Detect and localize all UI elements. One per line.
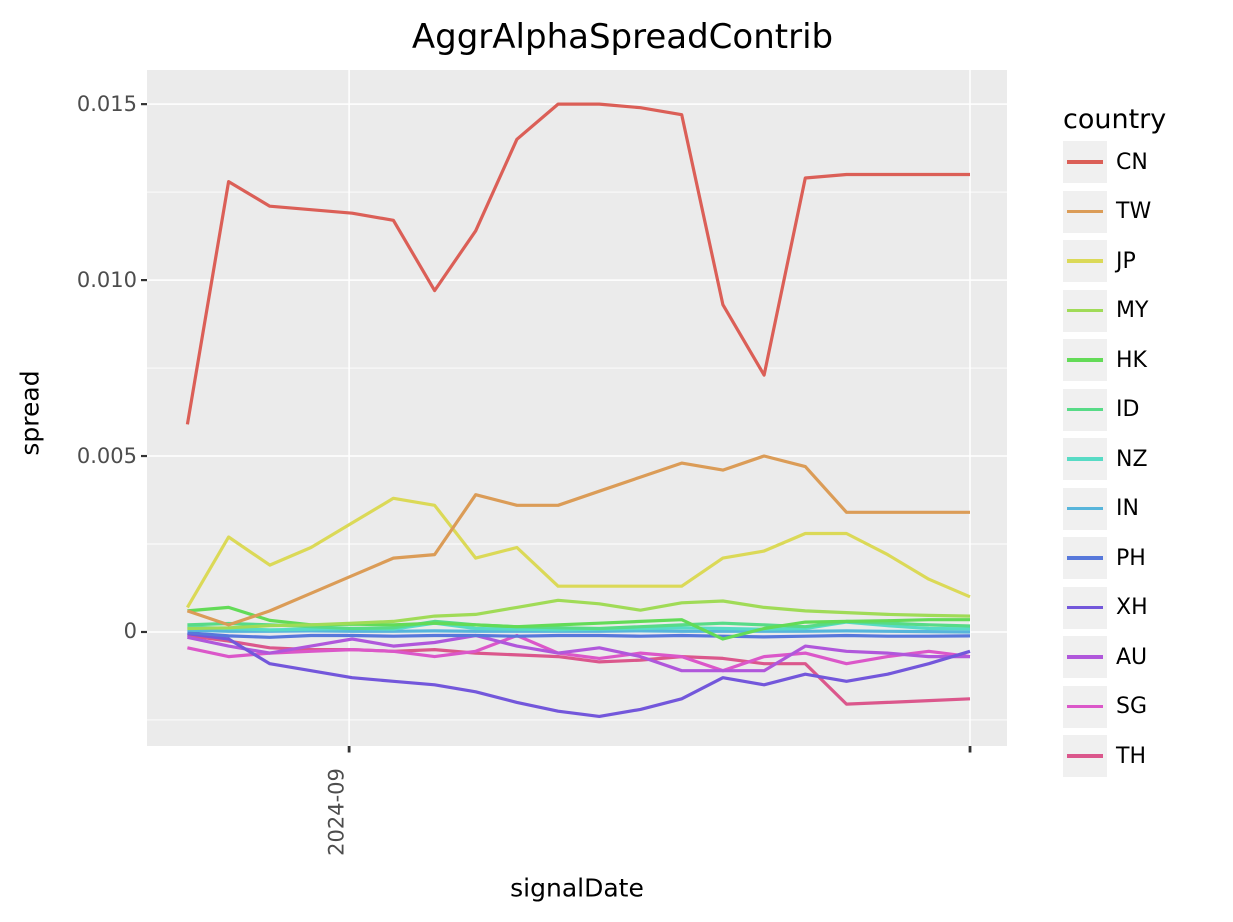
- series-line-CN: [185, 102, 970, 425]
- legend-key: [1063, 190, 1107, 233]
- legend-item-NZ: NZ: [1063, 438, 1166, 480]
- plot-panel: [147, 70, 1007, 746]
- y-tick-label: 0.010: [76, 267, 137, 292]
- legend-key: [1063, 240, 1107, 282]
- series-line-IN: [187, 628, 971, 634]
- series-line-JP: [186, 496, 971, 609]
- legend-label: AU: [1116, 644, 1148, 670]
- legend-label: MY: [1116, 298, 1149, 323]
- legend-swatch-JP: [1067, 259, 1103, 263]
- legend-item-JP: JP: [1063, 240, 1166, 282]
- legend-label: SG: [1116, 694, 1148, 719]
- series-line-XH: [187, 632, 971, 719]
- series-line-PH: [187, 631, 971, 639]
- legend-item-MY: MY: [1063, 289, 1166, 332]
- legend-item-IN: IN: [1063, 487, 1166, 530]
- legend-item-HK: HK: [1063, 339, 1166, 381]
- legend-swatch-TH: [1067, 754, 1103, 758]
- legend-key: [1063, 487, 1107, 530]
- legend-key: [1063, 636, 1107, 678]
- legend-swatch-PH: [1067, 556, 1103, 560]
- y-tick-label: 0.015: [76, 91, 137, 116]
- legend-key: [1063, 339, 1107, 381]
- legend-item-ID: ID: [1063, 388, 1166, 431]
- legend-swatch-HK: [1067, 358, 1103, 362]
- legend-label: IN: [1116, 496, 1139, 521]
- legend-key: [1063, 735, 1107, 777]
- legend-item-PH: PH: [1063, 537, 1166, 579]
- legend-title: country: [1063, 104, 1167, 135]
- legend-key: [1063, 388, 1107, 431]
- legend-label: NZ: [1116, 446, 1148, 472]
- legend-key: [1063, 537, 1107, 579]
- legend-label: JP: [1116, 248, 1136, 274]
- legend-swatch-TW: [1067, 209, 1103, 214]
- y-tick-label: 0: [123, 619, 137, 644]
- legend-item-SG: SG: [1063, 685, 1166, 728]
- legend-label: TW: [1116, 199, 1152, 224]
- legend-swatch-XH: [1067, 605, 1103, 610]
- series-line-MY: [187, 598, 971, 631]
- legend-key: [1063, 289, 1107, 332]
- legend-label: CN: [1116, 149, 1148, 175]
- legend-label: PH: [1116, 545, 1146, 571]
- legend-swatch-ID: [1067, 407, 1103, 412]
- series-line-SG: [187, 633, 971, 673]
- series-line-TW: [186, 454, 970, 627]
- legend-swatch-SG: [1067, 704, 1103, 709]
- y-axis-title: spread: [15, 370, 45, 456]
- series-line-AU: [187, 633, 970, 673]
- legend-label: TH: [1116, 743, 1146, 769]
- legend-swatch-IN: [1067, 506, 1103, 511]
- chart-title: AggrAlphaSpreadContrib: [411, 17, 834, 57]
- legend-key: [1063, 586, 1107, 629]
- legend-label: ID: [1116, 397, 1140, 422]
- legend-swatch-NZ: [1067, 457, 1103, 461]
- legend-item-CN: CN: [1063, 141, 1166, 183]
- legend-swatch-AU: [1067, 655, 1103, 659]
- legend-items: CN TW JP MY HK ID NZ IN PH XH AU SG TH: [1063, 141, 1166, 777]
- x-tick-label: 2024-09: [324, 768, 349, 856]
- legend-swatch-CN: [1067, 160, 1103, 164]
- x-axis-title: signalDate: [510, 873, 644, 903]
- legend: country CN TW JP MY HK ID NZ IN PH XH AU SG TH: [1063, 104, 1166, 785]
- legend-item-TW: TW: [1063, 190, 1166, 233]
- legend-label: HK: [1116, 347, 1147, 373]
- y-tick-label: 0.005: [76, 443, 137, 468]
- legend-label: XH: [1116, 595, 1148, 620]
- legend-key: [1063, 438, 1107, 480]
- legend-item-TH: TH: [1063, 735, 1166, 777]
- legend-key: [1063, 141, 1107, 183]
- legend-item-XH: XH: [1063, 586, 1166, 629]
- legend-key: [1063, 685, 1107, 728]
- legend-item-AU: AU: [1063, 636, 1166, 678]
- legend-swatch-MY: [1067, 308, 1103, 313]
